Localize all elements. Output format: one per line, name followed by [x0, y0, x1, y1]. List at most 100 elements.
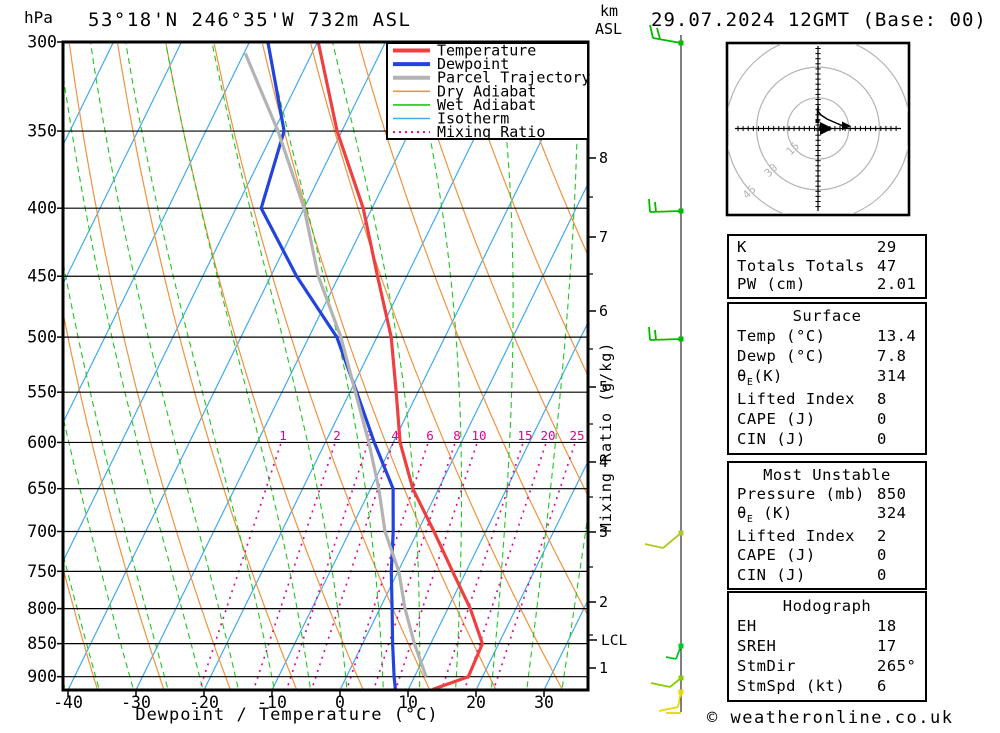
panel-row: Lifted Index 8: [729, 392, 925, 408]
row-value: 314: [877, 366, 907, 385]
mixing-ratio-line: [286, 443, 369, 689]
panel-most-unstable: Most Unstable Pressure (mb) 850 θE (K) 324 Li…: [727, 461, 927, 590]
dry-adiabat-line: [64, 314, 165, 689]
isotherm-line: [64, 43, 182, 284]
row-value: 0: [877, 565, 887, 584]
isotherm-line: [407, 323, 587, 689]
km-tick-label: 3: [599, 523, 608, 541]
pressure-tick-label: 750: [27, 562, 57, 581]
wind-barb-tail: [677, 691, 682, 708]
panel-row: CIN (J) 0: [729, 431, 925, 448]
wind-barb-feather: [658, 706, 679, 712]
dry-adiabat-line: [165, 43, 364, 689]
wet-adiabat-line: [125, 43, 275, 688]
temperature-tick-label: -10: [257, 693, 287, 712]
pressure-tick-label: 650: [27, 479, 57, 498]
dry-adiabat-line: [310, 43, 563, 689]
panel-row: StmSpd (kt) 6: [729, 676, 925, 695]
wet-adiabat-line: [64, 264, 168, 688]
dry-adiabat-line: [406, 43, 587, 495]
dry-adiabat-line: [213, 43, 430, 689]
wet-adiabat-line: [64, 555, 100, 688]
pressure-tick-label: 400: [27, 199, 57, 218]
row-label: θE (K): [737, 504, 793, 526]
row-label: StmDir: [737, 656, 796, 675]
row-label: K: [737, 238, 747, 257]
mixing-ratio-value-label: 1: [279, 428, 287, 443]
isotherm-line: [64, 43, 250, 422]
dry-adiabat-line: [64, 569, 98, 689]
pressure-tick-label: 450: [27, 267, 57, 286]
storm-motion-arrow: [820, 122, 833, 135]
row-label: CAPE (J): [737, 410, 816, 429]
mixing-ratio-line: [253, 443, 336, 689]
legend-label: Wet Adiabat: [437, 96, 536, 114]
legend-label: Mixing Ratio: [437, 123, 545, 141]
wind-barb-feather: [654, 329, 657, 341]
panel-row: K 29: [729, 238, 925, 257]
temperature-tick-label: 10: [398, 693, 418, 712]
lcl-label: LCL: [601, 633, 627, 649]
pressure-tick-label: 550: [27, 383, 57, 402]
mixing-ratio-value-label: 2: [333, 428, 341, 443]
panel-header: Surface: [792, 307, 862, 326]
row-label: CIN (J): [737, 565, 806, 584]
wet-adiabat-line: [90, 43, 239, 688]
wind-barb-feather: [644, 543, 664, 549]
isotherm-line: [64, 43, 318, 561]
row-value: 47: [877, 256, 897, 275]
wet-adiabat-line: [64, 418, 134, 688]
row-label: Dewp (°C): [737, 347, 826, 366]
pressure-tick-label: 500: [27, 328, 57, 347]
temperature-tick-label: -40: [53, 693, 83, 712]
row-label: Lifted Index: [737, 527, 855, 546]
wet-adiabat-line: [561, 518, 587, 688]
km-tick-label: 8: [599, 149, 608, 167]
panel-row: StmDir 265°: [729, 656, 925, 675]
row-value: 324: [877, 504, 907, 523]
panel-row: CAPE (J) 0: [729, 412, 925, 428]
mixing-ratio-value-label: 3: [366, 428, 374, 443]
wet-adiabat-line: [266, 43, 384, 688]
mixing-ratio-axis-label: Mixing Ratio (g/kg): [597, 341, 615, 533]
temperature-tick-label: -20: [189, 693, 219, 712]
pressure-axis-unit: hPa: [24, 8, 53, 27]
mixing-ratio-line: [464, 443, 547, 689]
panel-row: Lifted Index 2: [729, 527, 925, 546]
wet-adiabat-line: [64, 76, 203, 688]
row-value: 2: [877, 527, 887, 546]
hodograph-trace-arrowhead: [842, 121, 851, 131]
row-value: 7.8: [877, 347, 907, 366]
wind-barb-feather: [665, 656, 677, 660]
isotherm-line: [271, 45, 587, 689]
temperature-curve: [316, 43, 484, 689]
dry-adiabat-line: [455, 43, 587, 375]
panel-row: Dewp (°C) 7.8: [729, 347, 925, 366]
panel-row: θE (K) 324: [729, 506, 925, 525]
dry-adiabat-line: [503, 43, 587, 255]
run-date: 29.07.2024 12GMT (Base: 00): [651, 9, 987, 31]
panel-row: EH 18: [729, 618, 925, 635]
pressure-tick-label: 350: [27, 122, 57, 141]
wet-adiabat-line: [211, 43, 348, 688]
wind-barb-tail: [649, 210, 682, 213]
panel-row: Temp (°C) 13.4: [729, 328, 925, 345]
pressure-tick-label: 850: [27, 634, 57, 653]
wind-barb-tail: [652, 37, 682, 44]
wind-barb-feather: [654, 201, 657, 213]
km-tick-label: 5: [599, 378, 608, 396]
page-title: 53°18'N 246°35'W 732m ASL: [88, 9, 412, 31]
parcel-trajectory-curve: [243, 52, 428, 678]
plot-frame: [61, 40, 590, 692]
wind-barb-tail: [649, 338, 682, 341]
temperature-tick-label: -30: [121, 693, 151, 712]
wet-adiabat-line: [491, 43, 514, 688]
legend-label: Dewpoint: [437, 55, 509, 73]
legend-label: Parcel Trajectory: [437, 69, 591, 87]
temperature-tick-label: 30: [534, 693, 554, 712]
row-label: StmSpd (kt): [737, 676, 846, 695]
